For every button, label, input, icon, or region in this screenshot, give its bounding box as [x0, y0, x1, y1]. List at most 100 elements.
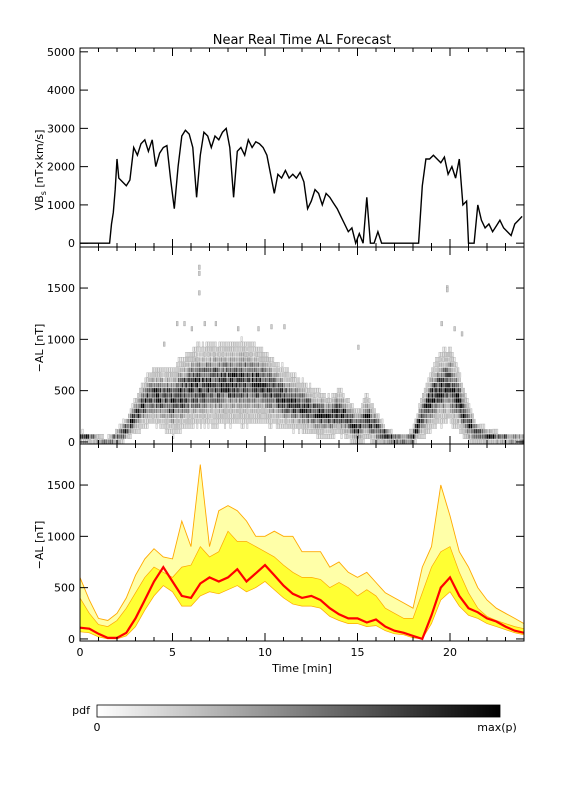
pdf-cell	[307, 418, 310, 424]
pdf-cell	[220, 403, 223, 408]
pdf-cell	[194, 418, 197, 424]
pdf-cell	[427, 383, 430, 388]
pdf-cell	[435, 423, 438, 429]
pdf-cell	[250, 377, 252, 383]
pdf-cell	[172, 403, 174, 408]
pdf-cell	[444, 367, 447, 373]
y-tick-label: 1500	[47, 282, 75, 295]
pdf-cell	[333, 403, 335, 408]
pdf-cell	[327, 429, 330, 434]
pdf-cell	[268, 423, 271, 429]
pdf-cell	[200, 372, 202, 378]
pdf-cell	[301, 423, 304, 429]
pdf-cell	[200, 377, 202, 383]
pdf-cell	[438, 388, 441, 393]
pdf-cell	[362, 439, 365, 445]
pdf-cell	[427, 413, 430, 419]
pdf-cell	[249, 352, 252, 357]
pdf-cell	[326, 429, 328, 434]
pdf-cell	[203, 357, 206, 362]
pdf-cell	[362, 398, 365, 403]
pdf-cell	[257, 357, 260, 362]
pdf-cell	[203, 383, 206, 388]
pdf-cell	[141, 413, 143, 419]
pdf-cell	[450, 362, 452, 367]
pdf-cell	[185, 388, 187, 393]
pdf-cell	[191, 408, 193, 414]
pdf-cell	[259, 372, 261, 378]
pdf-cell	[265, 367, 267, 373]
pdf-cell	[277, 362, 280, 368]
pdf-cell	[146, 423, 149, 429]
y-tick-label: 500	[54, 582, 75, 595]
pdf-cell	[296, 398, 298, 403]
pdf-cell	[178, 418, 180, 424]
pdf-cell	[172, 367, 175, 373]
pdf-cell	[468, 429, 470, 434]
pdf-cell	[336, 423, 339, 429]
pdf-cell	[429, 388, 432, 393]
pdf-cell	[150, 383, 152, 388]
pdf-cell	[207, 413, 210, 419]
pdf-cell	[457, 377, 459, 383]
pdf-cell	[194, 352, 197, 357]
pdf-cell	[187, 367, 189, 373]
pdf-cell	[435, 367, 437, 373]
pdf-cell	[268, 413, 271, 419]
pdf-cell	[251, 346, 254, 352]
pdf-cell	[446, 377, 448, 383]
pdf-cell	[166, 428, 169, 434]
pdf-cell	[93, 439, 95, 444]
pdf-cell	[218, 357, 221, 362]
pdf-cell	[287, 403, 289, 408]
pdf-cell	[233, 377, 235, 383]
pdf-cell	[215, 362, 217, 367]
pdf-cell	[333, 434, 336, 439]
pdf-cell	[483, 439, 486, 445]
pdf-cell	[141, 403, 143, 408]
pdf-cell	[381, 424, 384, 429]
pdf-cell	[255, 357, 258, 362]
pdf-cell	[163, 367, 166, 373]
pdf-cell	[309, 382, 312, 388]
pdf-cell	[179, 377, 182, 383]
pdf-cell	[487, 429, 489, 434]
pdf-cell	[174, 428, 177, 434]
pdf-cell	[239, 398, 241, 403]
pdf-cell	[137, 424, 139, 429]
pdf-cell	[429, 398, 432, 403]
pdf-cell	[205, 367, 208, 373]
pdf-cell	[139, 398, 141, 403]
pdf-cell	[314, 393, 317, 398]
pdf-cell	[418, 424, 420, 429]
pdf-cell	[233, 413, 236, 419]
pdf-cell	[289, 388, 291, 393]
pdf-cell	[168, 367, 171, 373]
pdf-cell	[372, 408, 374, 414]
pdf-cell	[451, 388, 454, 393]
pdf-cell	[226, 393, 228, 398]
pdf-cell	[457, 418, 459, 424]
pdf-cell	[128, 424, 130, 429]
pdf-cell	[400, 434, 402, 439]
pdf-cell	[479, 434, 482, 439]
pdf-cell	[481, 439, 484, 445]
pdf-cell	[222, 388, 224, 393]
pdf-cell	[187, 403, 189, 408]
pdf-cell	[130, 413, 132, 419]
pdf-cell	[294, 393, 297, 398]
pdf-cell	[272, 362, 275, 368]
pdf-cell	[437, 383, 439, 388]
pdf-cell	[459, 383, 461, 388]
pdf-cell	[425, 418, 428, 424]
pdf-cell	[235, 367, 237, 373]
pdf-cell	[98, 434, 101, 439]
pdf-cell	[425, 408, 428, 414]
pdf-outlier-cell	[440, 321, 443, 327]
pdf-cell	[307, 398, 310, 403]
pdf-cell	[368, 403, 371, 408]
pdf-cell	[233, 357, 235, 362]
pdf-cell	[459, 403, 461, 408]
pdf-cell	[340, 408, 343, 414]
